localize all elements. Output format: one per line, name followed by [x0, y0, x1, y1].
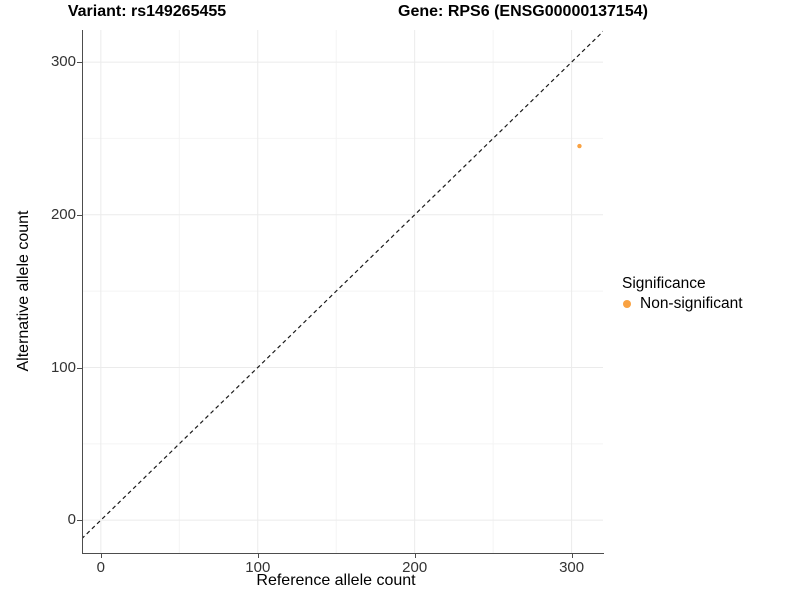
identity-line	[82, 30, 603, 540]
plot-panel	[82, 30, 603, 553]
y-tick-label: 300	[50, 53, 76, 71]
y-tick-label: 200	[50, 205, 76, 223]
x-tick-mark	[414, 553, 416, 558]
gene-title: Gene: RPS6 (ENSG00000137154)	[398, 3, 648, 20]
legend: Significance Non-significant	[622, 274, 743, 312]
y-tick-mark	[77, 520, 82, 522]
x-tick-label: 0	[96, 559, 105, 576]
data-point	[577, 143, 582, 149]
legend-entry: Non-significant	[622, 295, 743, 312]
x-axis-title: Reference allele count	[256, 572, 416, 589]
y-tick-label: 100	[50, 358, 76, 376]
x-tick-label: 100	[245, 559, 271, 576]
legend-title: Significance	[622, 275, 706, 292]
y-tick-mark	[77, 214, 82, 216]
legend-key-dot-icon	[623, 299, 631, 308]
x-tick-mark	[257, 553, 259, 558]
x-tick-mark	[100, 553, 102, 558]
y-axis-title: Alternative allele count	[15, 210, 32, 372]
y-tick-mark	[77, 367, 82, 369]
y-tick-mark	[77, 62, 82, 64]
x-tick-label: 300	[559, 559, 585, 576]
y-tick-label: 0	[67, 511, 76, 529]
axis-lines	[82, 30, 604, 554]
variant-title: Variant: rs149265455	[67, 3, 227, 20]
legend-entry-label: Non-significant	[640, 294, 743, 312]
x-tick-mark	[571, 553, 573, 558]
x-tick-label: 200	[402, 559, 428, 576]
